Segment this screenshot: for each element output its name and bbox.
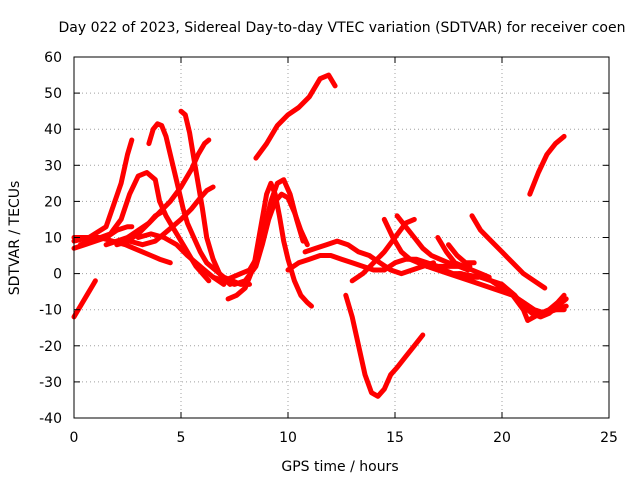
y-tick-label: 30: [44, 158, 62, 174]
x-tick-label: 15: [386, 430, 404, 446]
y-axis-label: SDTVAR / TECUs: [7, 181, 23, 296]
y-tick-label: 0: [53, 267, 62, 283]
grid-lines: [74, 57, 609, 418]
y-tick-label: 50: [44, 86, 62, 102]
y-tick-label: 40: [44, 122, 62, 138]
x-tick-label: 25: [600, 430, 618, 446]
y-tick-label: 20: [44, 194, 62, 210]
y-tick-label: -10: [39, 303, 62, 319]
series-arc-08: [71, 235, 173, 266]
series-arc-29: [527, 133, 567, 197]
y-tick-label: 60: [44, 50, 62, 66]
series-arc-28: [510, 292, 567, 323]
series-arc-24: [469, 213, 548, 291]
series-arc-06: [178, 108, 233, 287]
series-arc-17: [302, 238, 436, 277]
data-series: [71, 72, 569, 399]
y-tick-label: -20: [39, 339, 62, 355]
series-arc-14: [210, 191, 310, 287]
x-tick-label: 10: [279, 430, 297, 446]
series-arc-27: [488, 278, 567, 316]
series-arc-18: [343, 292, 426, 399]
series-arc-22: [435, 235, 492, 280]
series-arc-11: [135, 231, 227, 287]
series-arc-10: [114, 184, 216, 248]
x-axis-label: GPS time / hours: [281, 459, 398, 475]
series-arc-09: [125, 209, 165, 244]
y-tick-label: -40: [39, 411, 62, 427]
series-arc-23: [446, 242, 477, 266]
series-arc-07: [103, 137, 212, 248]
x-tick-label: 20: [493, 430, 511, 446]
y-tick-label: 10: [44, 231, 62, 247]
series-arc-15: [253, 72, 338, 161]
x-tick-label: 0: [70, 430, 79, 446]
axis-ticks: 0 5 10 15 20 25 -40 -30 -20 -10 0 10 20 30 40 50 60: [39, 50, 618, 446]
chart-title: Day 022 of 2023, Sidereal Day-to-day VTE…: [59, 20, 626, 36]
y-tick-label: -30: [39, 375, 62, 391]
x-tick-label: 5: [177, 430, 186, 446]
series-arc-01: [71, 278, 98, 320]
